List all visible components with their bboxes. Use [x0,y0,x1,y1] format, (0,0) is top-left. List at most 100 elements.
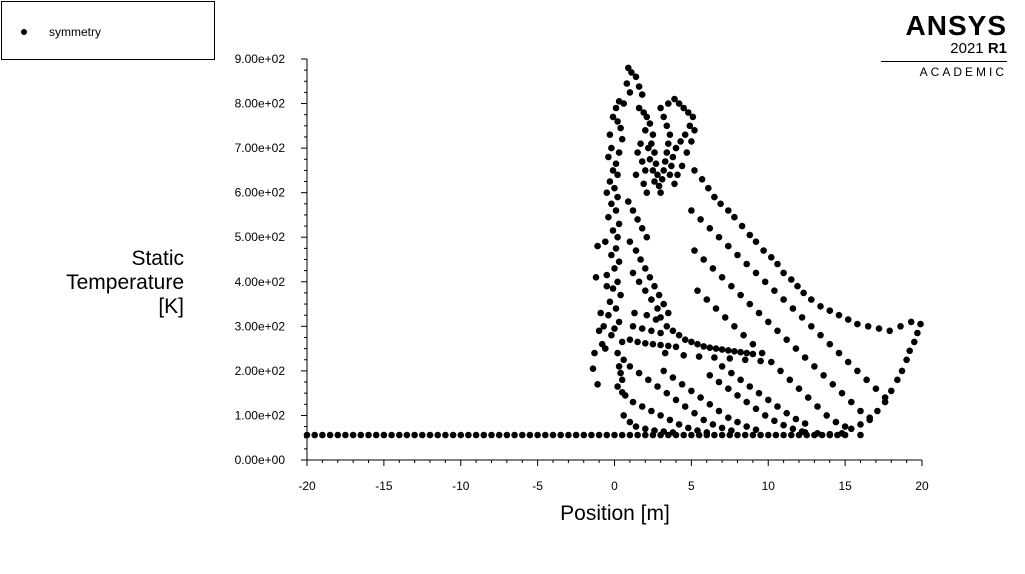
data-point [605,311,612,319]
data-point [772,431,780,439]
data-point [595,327,603,335]
data-point [835,349,843,357]
data-point [442,431,449,439]
data-point [789,305,797,312]
data-point [731,323,738,330]
data-point [618,376,626,384]
data-point [609,285,617,292]
data-point [703,429,711,436]
data-point [771,287,778,295]
data-point [625,198,632,205]
data-point [380,431,388,439]
data-point [844,316,852,323]
data-point [823,412,830,419]
data-point [760,247,767,254]
data-point [637,256,644,263]
data-point [731,213,738,221]
data-point [886,327,893,335]
data-point [665,100,672,107]
data-point [646,156,654,163]
data-point [503,431,511,439]
data-point [718,274,726,281]
data-point [657,412,664,419]
data-point [765,396,772,404]
data-point [694,427,701,434]
x-tick-label: 0 [611,479,618,493]
data-point [691,167,698,174]
data-point [768,253,775,261]
data-point [626,238,634,245]
data-point [718,363,726,370]
data-point [605,213,612,221]
data-point [618,338,626,346]
data-point [617,291,624,299]
data-point [712,345,720,352]
data-point [688,387,695,395]
ansys-logo: ANSYS 2021 R1 ACADEMIC [879,12,1007,79]
y-axis-label-line: [K] [158,295,184,318]
data-point [629,207,637,214]
data-point [728,282,735,290]
data-point [419,431,426,439]
data-point [826,340,834,348]
data-point [698,176,706,183]
y-tick-label: 2.00e+02 [235,364,286,378]
data-point [651,427,658,434]
data-point [674,171,681,179]
data-point [914,329,921,337]
data-point [620,100,627,107]
data-point [820,372,827,379]
data-point [609,167,617,174]
data-point [734,431,741,439]
data-point [649,340,657,348]
data-point [365,431,372,439]
data-point [738,222,746,230]
data-point [697,394,704,401]
data-point [675,331,683,339]
data-point [677,138,684,145]
data-point [549,431,557,439]
data-point [645,376,652,384]
data-point [694,287,701,295]
data-point [642,167,649,174]
data-point [715,233,723,241]
data-point [592,274,600,281]
data-point [657,341,664,349]
data-point [663,149,671,156]
y-tick-label: 7.00e+02 [235,141,286,155]
data-point [691,409,698,417]
data-point [691,127,698,134]
data-point [595,431,603,439]
data-point [757,431,764,439]
data-point [334,431,342,439]
data-point [615,363,623,370]
data-point [749,431,757,439]
data-point [688,431,695,439]
data-point [734,251,741,259]
data-point [669,429,677,436]
data-point [715,378,723,386]
data-point [642,431,649,439]
data-point [678,162,686,170]
y-tick-label: 1.00e+02 [235,408,286,422]
data-point [857,431,864,439]
data-point [734,418,741,426]
data-point [728,427,735,434]
data-point [615,258,623,266]
data-point [728,369,735,377]
data-point [588,431,595,439]
data-point [608,251,615,259]
data-point [645,144,652,152]
data-point [774,327,781,335]
x-tick-label: -10 [452,479,470,493]
data-point [615,149,623,156]
data-point [700,256,707,263]
data-point [689,113,697,121]
data-point [789,425,797,433]
data-point [658,176,666,183]
data-point [706,401,714,408]
data-point [640,180,647,188]
data-point [718,424,726,432]
data-point [663,122,671,130]
data-point [661,158,669,165]
